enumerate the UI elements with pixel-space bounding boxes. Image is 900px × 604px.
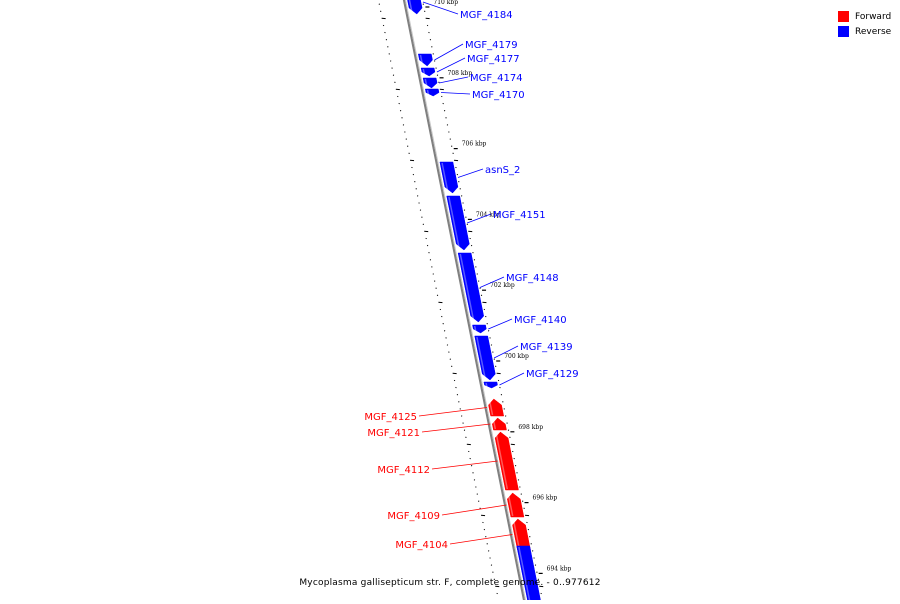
reverse-swatch bbox=[838, 26, 849, 37]
gene-label: asnS_2 bbox=[485, 165, 520, 176]
gene-label-leader bbox=[458, 169, 483, 178]
gene-label: MGF_4148 bbox=[506, 273, 559, 284]
gene-label-leader bbox=[419, 408, 487, 417]
legend-item-forward: Forward bbox=[838, 9, 891, 24]
kbp-tick-label: 708 kbp bbox=[448, 70, 473, 77]
kbp-tick-label: 706 kbp bbox=[462, 141, 487, 148]
gene-label: MGF_4170 bbox=[472, 90, 525, 101]
gene-label: MGF_4109 bbox=[387, 511, 440, 522]
legend-item-reverse: Reverse bbox=[838, 24, 891, 39]
gene-label: MGF_4174 bbox=[470, 73, 523, 84]
kbp-tick-label: 696 kbp bbox=[533, 495, 558, 502]
gene-label: MGF_4179 bbox=[465, 40, 518, 51]
genome-caption: Mycoplasma gallisepticum str. F, complet… bbox=[0, 578, 900, 588]
gene-label: MGF_4151 bbox=[493, 210, 546, 221]
gene-highlight bbox=[486, 383, 487, 387]
legend-label-forward: Forward bbox=[855, 12, 891, 22]
gene-arrow-mgf-4112 bbox=[495, 432, 518, 490]
kbp-tick-label: 698 kbp bbox=[518, 424, 543, 431]
gene-label: MGF_4177 bbox=[467, 54, 520, 65]
gene-label: MGF_4125 bbox=[364, 412, 417, 423]
gene-label-leader bbox=[488, 319, 512, 329]
legend-label-reverse: Reverse bbox=[855, 27, 891, 37]
gene-label: MGF_4112 bbox=[377, 465, 430, 476]
gene-label-leader bbox=[422, 424, 490, 432]
gene-label-leader bbox=[432, 461, 498, 469]
gene-label: MGF_4104 bbox=[395, 540, 448, 551]
kbp-tick-label: 710 kbp bbox=[433, 0, 458, 6]
gene-arrow-mgf-4104 bbox=[513, 519, 531, 550]
gene-label: MGF_4121 bbox=[367, 428, 420, 439]
gene-label-leader bbox=[435, 44, 464, 60]
kbp-tick-label: 700 kbp bbox=[504, 353, 529, 360]
legend: Forward Reverse bbox=[838, 9, 891, 39]
kbp-tick-label: 694 kbp bbox=[547, 565, 572, 572]
gene-label: MGF_4184 bbox=[460, 10, 513, 21]
gene-label-leader bbox=[441, 93, 470, 95]
gene-label: MGF_4140 bbox=[514, 315, 567, 326]
gene-label-leader bbox=[442, 505, 507, 515]
gene-highlight bbox=[428, 90, 429, 95]
gene-label: MGF_4139 bbox=[520, 342, 573, 353]
forward-swatch bbox=[838, 11, 849, 22]
gene-label-leader bbox=[500, 373, 525, 385]
gene-label: MGF_4129 bbox=[526, 369, 579, 380]
gene-label-leader bbox=[450, 535, 512, 545]
